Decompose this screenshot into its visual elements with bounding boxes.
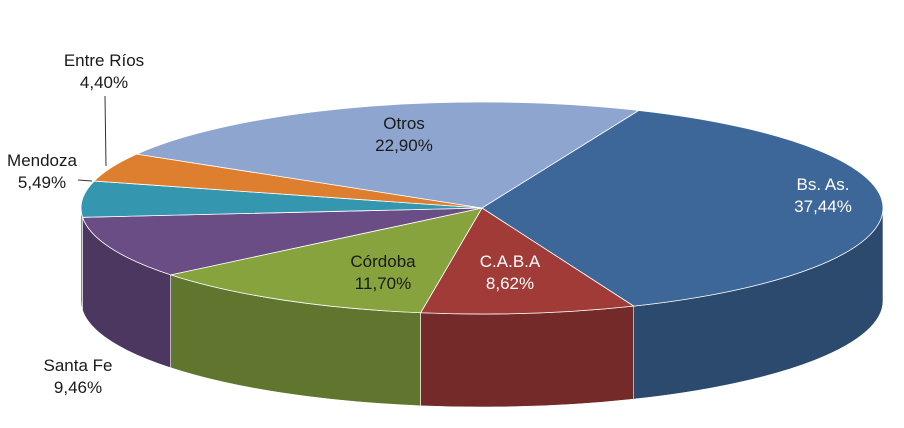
leader-line-entre-rios — [105, 96, 106, 166]
label-bs-as-value: 37,44% — [794, 197, 852, 216]
label-santa-fe-value: 9,46% — [54, 378, 102, 397]
label-mendoza-value: 5,49% — [18, 173, 66, 192]
label-bs-as-name: Bs. As. — [797, 175, 850, 194]
label-cordoba-value: 11,70% — [355, 274, 411, 293]
label-mendoza-name: Mendoza — [7, 151, 77, 170]
label-otros-value: 22,90% — [375, 136, 433, 155]
label-c-a-b-a-name: C.A.B.A — [480, 252, 541, 271]
pie-tops — [81, 102, 883, 314]
leader-line-mendoza — [78, 180, 92, 181]
label-entre-rios-value: 4,40% — [80, 73, 128, 92]
label-santa-fe-name: Santa Fe — [44, 356, 113, 375]
leader-lines — [78, 96, 106, 181]
label-cordoba-name: Córdoba — [350, 252, 416, 271]
label-c-a-b-a-value: 8,62% — [486, 274, 534, 293]
label-entre-rios-name: Entre Ríos — [64, 51, 144, 70]
label-otros-name: Otros — [383, 114, 425, 133]
slice-side-c-a-b-a — [421, 306, 634, 407]
